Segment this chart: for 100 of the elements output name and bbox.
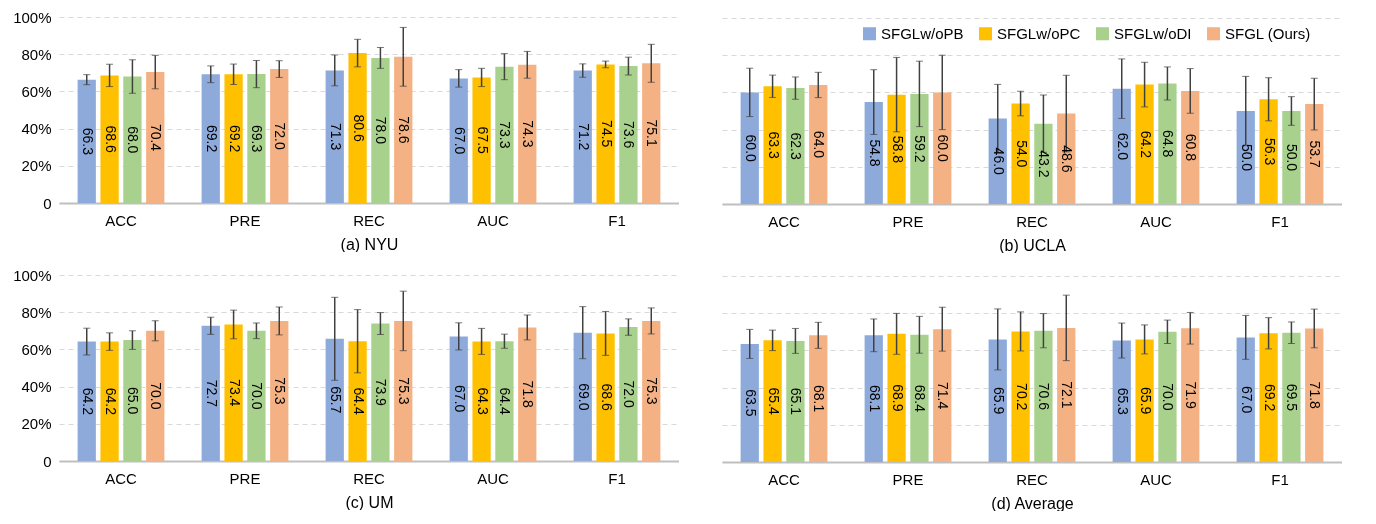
- data-label: 60.0: [742, 134, 759, 163]
- bar: [1011, 103, 1030, 204]
- x-tick-label: AUC: [477, 211, 509, 229]
- x-tick-label: F1: [608, 469, 626, 487]
- bar: [270, 320, 289, 461]
- data-label: 54.0: [1013, 140, 1030, 168]
- data-label: 50.0: [1238, 143, 1255, 172]
- bar: [518, 64, 537, 203]
- bar: [1305, 104, 1324, 204]
- y-tick-label: 60%: [21, 340, 52, 358]
- bar: [1011, 331, 1030, 462]
- x-tick-label: PRE: [892, 470, 924, 488]
- data-label: 62.0: [1114, 132, 1131, 161]
- data-label: 71.3: [327, 123, 344, 151]
- bar: [933, 329, 952, 462]
- data-label: 69.2: [1261, 384, 1278, 412]
- data-label: 78.6: [396, 116, 413, 144]
- bar: [394, 56, 413, 203]
- bar: [864, 335, 883, 462]
- data-label: 69.2: [203, 125, 220, 153]
- data-label: 68.4: [912, 384, 929, 413]
- data-label: 64.2: [1137, 130, 1154, 159]
- x-tick-label: PRE: [229, 211, 261, 229]
- data-label: 71.2: [575, 123, 592, 151]
- data-label: 65.4: [765, 387, 782, 416]
- bar: [933, 92, 952, 204]
- x-tick-label: F1: [1271, 212, 1289, 230]
- data-label: 75.3: [272, 377, 289, 405]
- bar: [642, 63, 661, 203]
- data-label: 63.3: [765, 131, 782, 159]
- data-label: 70.0: [148, 382, 165, 410]
- data-label: 59.2: [912, 135, 929, 163]
- bar: [518, 327, 537, 461]
- data-label: 78.0: [373, 116, 390, 145]
- y-tick-label: 0: [43, 194, 52, 212]
- bar: [1057, 113, 1076, 204]
- data-label: 58.8: [889, 135, 906, 164]
- x-axis-title: (d) Average: [991, 494, 1074, 512]
- bar: [573, 70, 592, 203]
- data-label: 65.1: [788, 387, 805, 416]
- data-label: 60.0: [935, 134, 952, 163]
- data-label: 73.6: [621, 120, 638, 149]
- data-label: 75.3: [396, 377, 413, 405]
- data-label: 72.7: [203, 379, 220, 408]
- y-tick-label: 0: [43, 452, 52, 470]
- x-tick-label: ACC: [105, 211, 137, 229]
- bar: [495, 341, 514, 461]
- data-label: 70.6: [1036, 382, 1053, 411]
- x-axis-title: (c) UM: [345, 493, 394, 511]
- bar: [642, 320, 661, 461]
- bar: [809, 84, 828, 204]
- bar: [763, 86, 782, 204]
- bar: [910, 93, 929, 204]
- bar: [1259, 99, 1278, 204]
- legend-label: SFGLw/oDI: [1114, 24, 1192, 42]
- bar: [1057, 327, 1076, 462]
- legend-label: SFGL (Ours): [1225, 24, 1311, 42]
- data-label: 69.3: [249, 124, 266, 153]
- data-label: 71.4: [935, 381, 952, 410]
- y-tick-label: 80%: [21, 303, 52, 321]
- bar: [325, 70, 344, 203]
- data-label: 64.4: [497, 387, 514, 415]
- data-label: 73.9: [373, 378, 390, 407]
- x-tick-label: F1: [608, 211, 626, 229]
- bar: [201, 74, 220, 203]
- data-label: 68.1: [866, 385, 883, 413]
- data-label: 65.3: [1114, 387, 1131, 416]
- data-label: 64.3: [474, 387, 491, 416]
- bar: [371, 323, 390, 461]
- bar: [1181, 328, 1200, 462]
- data-label: 66.3: [79, 127, 96, 156]
- x-tick-label: AUC: [1140, 470, 1172, 488]
- data-label: 67.0: [1238, 386, 1255, 414]
- data-label: 70.2: [1013, 383, 1030, 411]
- y-tick-label: 100%: [13, 8, 52, 26]
- data-label: 75.1: [644, 119, 661, 147]
- data-label: 67.5: [474, 126, 491, 155]
- bar: [495, 66, 514, 203]
- data-label: 71.9: [1183, 381, 1200, 409]
- bar: [1034, 123, 1053, 204]
- bar: [1034, 330, 1053, 462]
- x-tick-label: PRE: [892, 212, 924, 230]
- y-tick-label: 20%: [21, 415, 52, 433]
- bar: [146, 330, 165, 461]
- data-label: 56.3: [1261, 138, 1278, 166]
- x-tick-label: AUC: [1140, 212, 1172, 230]
- data-label: 73.4: [226, 379, 243, 407]
- bar: [1158, 83, 1177, 204]
- bar: [887, 333, 906, 462]
- data-label: 68.0: [125, 126, 142, 154]
- bar: [247, 74, 266, 203]
- bar: [77, 341, 96, 461]
- bar: [1112, 340, 1131, 462]
- x-tick-label: REC: [1016, 212, 1048, 230]
- data-label: 70.4: [148, 123, 165, 152]
- x-tick-label: ACC: [768, 470, 800, 488]
- data-label: 65.7: [327, 386, 344, 414]
- bar: [910, 334, 929, 462]
- data-label: 72.0: [621, 380, 638, 408]
- data-label: 65.9: [1137, 387, 1154, 415]
